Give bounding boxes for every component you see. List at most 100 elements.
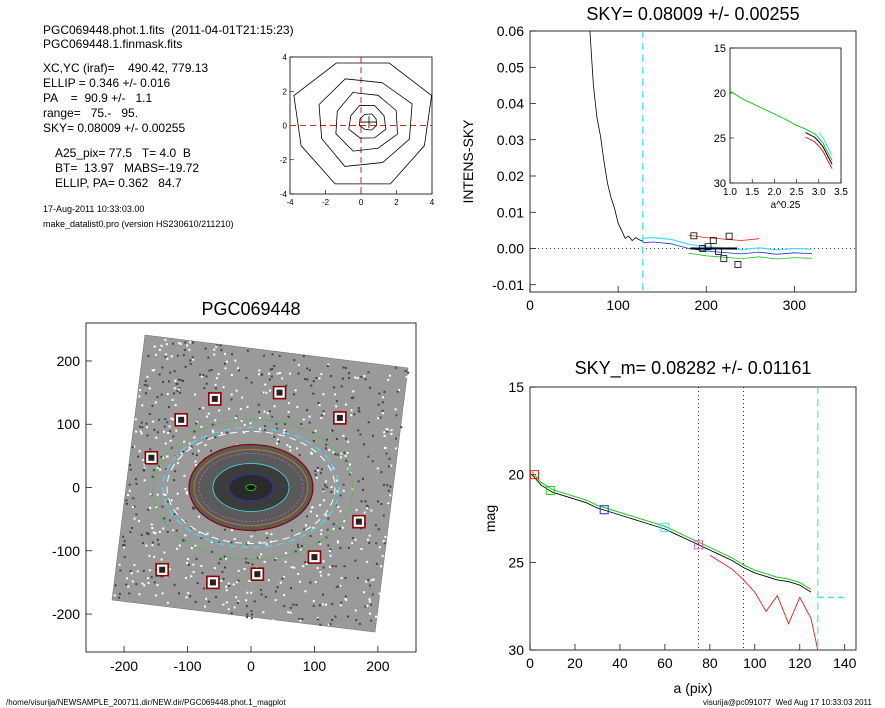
noise-pixel xyxy=(362,477,364,480)
inset-ytick-label: 15 xyxy=(714,43,726,55)
noise-pixel xyxy=(175,529,178,532)
noise-pixel xyxy=(138,450,141,453)
masked-star-core xyxy=(159,566,166,573)
noise-pixel xyxy=(308,415,311,418)
noise-pixel xyxy=(365,580,368,583)
noise-pixel xyxy=(384,536,387,538)
noise-pixel xyxy=(139,389,141,392)
noise-pixel xyxy=(380,503,383,505)
noise-pixel xyxy=(350,409,353,412)
noise-pixel xyxy=(135,513,138,516)
noise-pixel xyxy=(198,408,201,410)
noise-pixel xyxy=(139,430,142,433)
noise-pixel xyxy=(378,392,381,395)
noise-pixel xyxy=(344,455,347,457)
noise-pixel xyxy=(316,466,319,469)
noise-pixel xyxy=(153,469,155,472)
noise-pixel xyxy=(156,493,159,496)
masked-star-core xyxy=(254,571,261,578)
noise-pixel xyxy=(176,507,179,510)
noise-pixel xyxy=(274,557,277,560)
noise-pixel xyxy=(341,377,344,380)
noise-pixel xyxy=(117,596,120,599)
mag-ytick-label: 25 xyxy=(508,554,524,570)
noise-pixel xyxy=(376,467,379,470)
noise-pixel xyxy=(343,565,346,568)
noise-pixel xyxy=(148,569,151,572)
noise-pixel xyxy=(340,456,343,459)
noise-pixel xyxy=(278,372,281,374)
noise-pixel xyxy=(126,502,128,505)
noise-pixel xyxy=(312,604,315,607)
noise-pixel xyxy=(213,348,216,351)
image-xtick-label: 100 xyxy=(303,658,327,674)
noise-pixel xyxy=(395,437,397,440)
noise-pixel xyxy=(135,583,138,586)
noise-pixel xyxy=(378,546,381,549)
noise-pixel xyxy=(162,527,165,530)
pa-line: PA = 90.9 +/- 1.1 xyxy=(43,91,153,105)
ellip-pa-line: ELLIP, PA= 0.362 84.7 xyxy=(55,176,182,190)
noise-pixel xyxy=(271,368,274,371)
noise-pixel xyxy=(258,556,261,559)
noise-pixel xyxy=(210,369,213,371)
noise-pixel xyxy=(327,573,330,576)
noise-pixel xyxy=(342,434,345,437)
noise-pixel xyxy=(143,467,146,470)
noise-pixel xyxy=(290,566,293,569)
noise-pixel xyxy=(338,527,341,530)
range-line: range= 75.- 95. xyxy=(43,106,139,120)
noise-pixel xyxy=(322,489,325,492)
noise-pixel xyxy=(146,384,149,387)
noise-pixel xyxy=(176,492,179,495)
noise-pixel xyxy=(381,412,384,415)
noise-pixel xyxy=(225,589,228,592)
noise-pixel xyxy=(197,515,200,518)
noise-pixel xyxy=(154,353,157,356)
noise-pixel xyxy=(316,617,319,620)
noise-pixel xyxy=(176,382,179,385)
noise-pixel xyxy=(317,469,320,472)
noise-pixel xyxy=(207,600,210,603)
noise-pixel xyxy=(363,511,366,514)
noise-pixel xyxy=(274,558,277,561)
noise-pixel xyxy=(221,570,224,573)
noise-pixel xyxy=(260,553,263,556)
sky-point-box xyxy=(690,232,698,240)
noise-pixel xyxy=(143,584,146,587)
noise-pixel xyxy=(204,605,206,608)
noise-pixel xyxy=(170,499,173,502)
noise-pixel xyxy=(215,377,218,380)
sky-tail-red xyxy=(688,234,760,241)
noise-pixel xyxy=(264,425,267,428)
noise-pixel xyxy=(186,558,189,560)
contour-level xyxy=(358,113,378,131)
noise-pixel xyxy=(159,468,162,471)
noise-pixel xyxy=(292,393,295,396)
noise-pixel xyxy=(364,605,367,608)
noise-pixel xyxy=(340,601,343,604)
noise-pixel xyxy=(160,393,163,396)
noise-pixel xyxy=(299,548,302,551)
noise-pixel xyxy=(161,505,164,508)
noise-pixel xyxy=(155,436,158,439)
noise-pixel xyxy=(258,373,261,376)
noise-pixel xyxy=(281,377,284,380)
noise-pixel xyxy=(315,377,318,379)
noise-pixel xyxy=(396,390,399,393)
noise-pixel xyxy=(326,528,329,531)
noise-pixel xyxy=(344,403,347,406)
noise-pixel xyxy=(331,603,334,606)
noise-pixel xyxy=(196,582,199,584)
noise-pixel xyxy=(250,381,253,384)
noise-pixel xyxy=(158,530,161,533)
noise-pixel xyxy=(337,585,340,588)
noise-pixel xyxy=(284,423,286,425)
image-ytick-label: -100 xyxy=(52,543,80,559)
noise-pixel xyxy=(322,560,325,563)
noise-pixel xyxy=(235,415,238,418)
noise-pixel xyxy=(349,463,351,466)
noise-pixel xyxy=(210,550,213,553)
noise-pixel xyxy=(135,482,138,485)
mag-xtick-label: 140 xyxy=(833,655,857,671)
